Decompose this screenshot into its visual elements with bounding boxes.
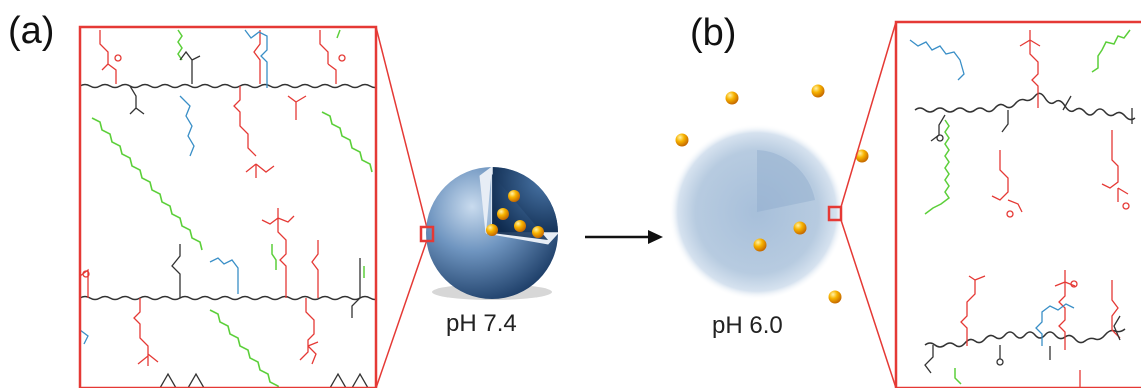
cargo-particle	[725, 91, 739, 105]
alkyl-chain	[954, 368, 962, 385]
cargo-particle	[532, 226, 544, 238]
alkyl-chain	[271, 244, 277, 270]
zoom-connector	[840, 21, 897, 208]
backbone-side-group	[171, 244, 361, 318]
tertiary-amine-group	[99, 30, 346, 84]
ph-b-label: pH 6.0	[712, 312, 783, 339]
cargo-particle	[675, 133, 689, 147]
backbone-line	[80, 83, 376, 89]
ph-a-label: pH 7.4	[446, 310, 517, 337]
micelle-cutaway	[492, 174, 548, 240]
peg-chain	[1035, 303, 1075, 346]
transition-arrow	[585, 230, 663, 244]
zoom-marker-a	[419, 225, 435, 243]
zoom-frame-b	[894, 20, 1141, 388]
backbone-line	[80, 295, 376, 301]
cargo-particle	[486, 224, 498, 236]
micelle-cloud	[669, 124, 845, 300]
alkyl-chain	[321, 111, 373, 173]
micelle-disassembled	[669, 84, 869, 304]
backbone-side-group	[179, 50, 201, 84]
cargo-particle	[514, 220, 526, 232]
peg-chain	[244, 29, 268, 88]
peg-chain	[179, 95, 195, 157]
micelle-closed	[419, 166, 559, 300]
cargo-particle	[828, 290, 842, 304]
polymer-chains-a	[80, 29, 376, 388]
backbone-line	[924, 328, 1126, 348]
alkyl-chain	[209, 309, 280, 388]
protonated-amine-group	[960, 30, 1130, 388]
peg-chain	[209, 257, 239, 294]
cargo-particle	[793, 221, 807, 235]
panel-a-label: (a)	[8, 10, 55, 52]
cargo-particle	[753, 238, 767, 252]
zoom-frame-a	[78, 25, 378, 388]
zoom-connector	[375, 26, 428, 229]
alkyl-chain	[177, 29, 183, 61]
backbone-line	[914, 92, 1136, 121]
cargo-particle	[811, 84, 825, 98]
polymer-chains-b	[909, 29, 1136, 388]
peg-chain	[909, 39, 965, 81]
zoom-marker-b	[827, 205, 843, 222]
backbone-side-group	[159, 372, 369, 388]
tertiary-amine-group	[233, 86, 307, 178]
micelle-cloud-highlight	[757, 150, 815, 212]
peg-chain	[80, 329, 89, 345]
zoom-box-b	[894, 20, 1141, 388]
zoom-box-a	[78, 25, 378, 388]
micelle-cutaway-rim	[479, 166, 559, 245]
alkyl-chain	[91, 117, 203, 251]
backbone-side-group	[924, 95, 1133, 374]
zoom-connector	[840, 219, 897, 388]
alkyl-chain	[1091, 29, 1131, 73]
backbone-side-group	[129, 85, 145, 115]
alkyl-chain	[924, 119, 951, 215]
cargo-particle	[508, 190, 520, 202]
cargo-particle	[855, 149, 869, 163]
cargo-particle	[497, 208, 509, 220]
panel-b-label: (b)	[690, 12, 737, 54]
zoom-connector	[375, 239, 428, 388]
alkyl-chain	[336, 29, 341, 39]
tertiary-amine-group	[80, 208, 319, 366]
